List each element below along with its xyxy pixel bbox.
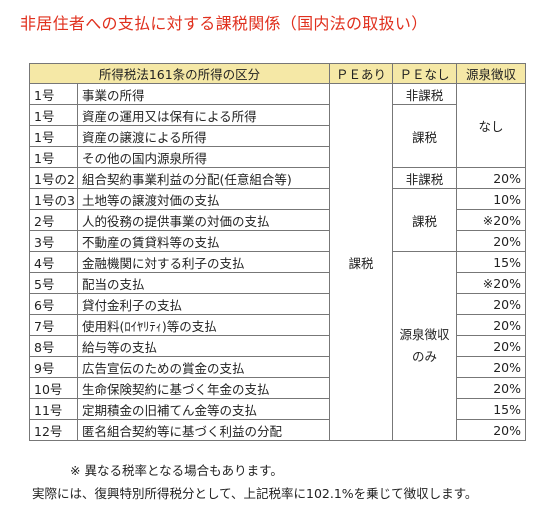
row-item: 資産の譲渡による所得 [76,125,331,147]
row-number: 2号 [29,209,78,231]
note-different-rates: ※ 異なる税率となる場合もあります。 [70,463,283,478]
row-item: 配当の支払 [76,272,331,294]
withholding-rate: 20% [456,356,527,378]
withholding-rate: 15% [456,251,527,273]
row-item: 給与等の支払 [76,335,331,357]
table-row: 6号 貸付金利子の支払 20% [29,293,527,315]
row-number: 9号 [29,356,78,378]
table-row: 10号 生命保険契約に基づく年金の支払 20% [29,377,527,399]
withholding-rate: 10% [456,188,527,210]
withholding-rate: 15% [456,398,527,420]
row-item: 組合契約事業利益の分配(任意組合等) [76,167,331,189]
row-number: 1号 [29,146,78,168]
table-row: 1号 事業の所得 課税 非課税 なし [29,83,527,441]
row-number: 1号の3 [29,188,78,210]
row-number: 3号 [29,230,78,252]
row-number: 8号 [29,335,78,357]
row-number: 1号 [29,104,78,126]
row-item: 金融機関に対する利子の支払 [76,251,331,273]
row-item: 資産の運用又は保有による所得 [76,104,331,126]
header-pe-no: ＰＥなし [392,63,458,84]
pe-no-withholding-only: 源泉徴収 のみ [392,251,458,441]
withholding-only-line1: 源泉徴収 [399,327,450,342]
row-number: 10号 [29,377,78,399]
row-number: 6号 [29,293,78,315]
note-reconstruction-tax: 実際には、復興特別所得税分として、上記税率に102.1%を乗じて徴収します。 [32,486,478,501]
tax-table: 所得税法161条の所得の区分 ＰＥあり ＰＥなし 源泉徴収 1号 事業の所得 課… [28,63,527,441]
withholding-rate: 20% [456,230,527,252]
table-row: 1号の2 組合契約事業利益の分配(任意組合等) 非課税 20% [29,167,527,189]
page-title: 非居住者への支払に対する課税関係（国内法の取扱い） [20,14,428,33]
withholding-rate: 20% [456,293,527,315]
row-number: 4号 [29,251,78,273]
withholding-rate: 20% [456,419,527,441]
header-pe-yes: ＰＥあり [329,63,394,84]
table-header-row: 所得税法161条の所得の区分 ＰＥあり ＰＥなし 源泉徴収 [28,63,527,84]
table-row: 3号 不動産の賃貸料等の支払 20% [29,230,527,252]
pe-no-taxable: 課税 [392,104,458,168]
row-item: 人的役務の提供事業の対価の支払 [76,209,331,231]
row-number: 1号 [29,125,78,147]
row-item: 使用料(ﾛｲﾔﾘﾃｨ)等の支払 [76,314,331,336]
row-number: 11号 [29,398,78,420]
withholding-rate: 20% [456,335,527,357]
row-number: 5号 [29,272,78,294]
table-row: 7号 使用料(ﾛｲﾔﾘﾃｨ)等の支払 20% [29,314,527,336]
table-row: 1号の3 土地等の譲渡対価の支払 課税 10% [29,188,527,252]
row-item: 貸付金利子の支払 [76,293,331,315]
withholding-rate: ※20% [456,209,527,231]
pe-no-nontaxable: 非課税 [392,167,458,189]
withholding-rate: 20% [456,377,527,399]
withholding-rate: 20% [456,314,527,336]
row-item: 広告宣伝のための賞金の支払 [76,356,331,378]
header-category: 所得税法161条の所得の区分 [28,63,331,84]
row-item: その他の国内源泉所得 [76,146,331,168]
withholding-rate: ※20% [456,272,527,294]
row-item: 匿名組合契約等に基づく利益の分配 [76,419,331,441]
row-number: 1号の2 [29,167,78,189]
table-row: 12号 匿名組合契約等に基づく利益の分配 20% [29,419,527,441]
row-number: 7号 [29,314,78,336]
row-number: 1号 [29,83,78,105]
row-item: 定期積金の旧補てん金等の支払 [76,398,331,420]
withholding-rate: 20% [456,167,527,189]
withholding-only-line2: のみ [412,349,438,364]
row-item: 生命保険契約に基づく年金の支払 [76,377,331,399]
withholding-none: なし [456,83,527,168]
table-row: 4号 金融機関に対する利子の支払 源泉徴収 のみ 15% [29,251,527,441]
row-item: 土地等の譲渡対価の支払 [76,188,331,210]
row-number: 12号 [29,419,78,441]
row-item: 事業の所得 [76,83,331,105]
table-row: 1号 その他の国内源泉所得 [29,146,526,168]
pe-no-nontaxable: 非課税 [392,83,458,105]
pe-no-taxable: 課税 [392,188,458,252]
row-item: 不動産の賃貸料等の支払 [76,230,331,252]
pe-yes-taxable: 課税 [329,83,394,441]
table-row: 8号 給与等の支払 20% [29,335,527,357]
header-withholding: 源泉徴収 [456,63,527,84]
table-row: 1号 資産の運用又は保有による所得 課税 [29,104,526,168]
